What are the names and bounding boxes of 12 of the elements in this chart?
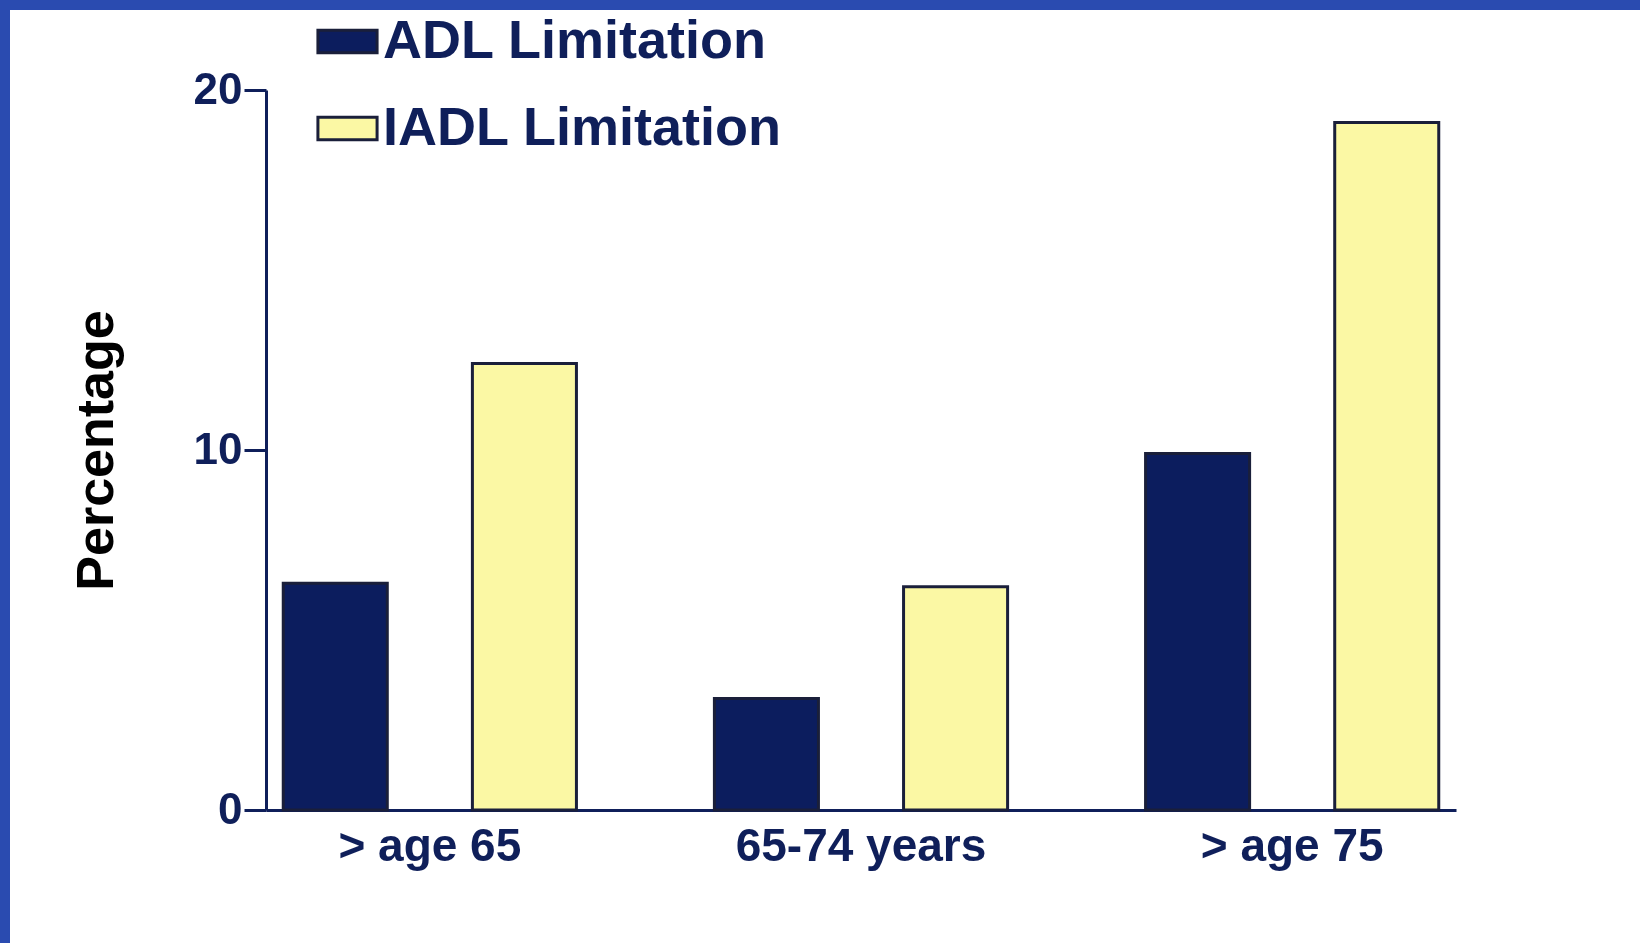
x-tick-label: > age 65 xyxy=(338,818,522,871)
x-tick-label: 65-74 years xyxy=(735,818,987,871)
y-tick-label: 20 xyxy=(193,63,243,113)
y-tick-label: 10 xyxy=(193,423,243,473)
y-tick-label: 0 xyxy=(218,783,243,833)
x-tick-label: > age 75 xyxy=(1200,818,1384,871)
bar xyxy=(1333,120,1441,812)
bar xyxy=(902,585,1010,812)
y-axis-title: Percentage xyxy=(65,310,124,591)
bar xyxy=(470,362,578,812)
legend-label: IADL Limitation xyxy=(383,95,781,156)
legend-label: ADL Limitation xyxy=(383,8,766,69)
